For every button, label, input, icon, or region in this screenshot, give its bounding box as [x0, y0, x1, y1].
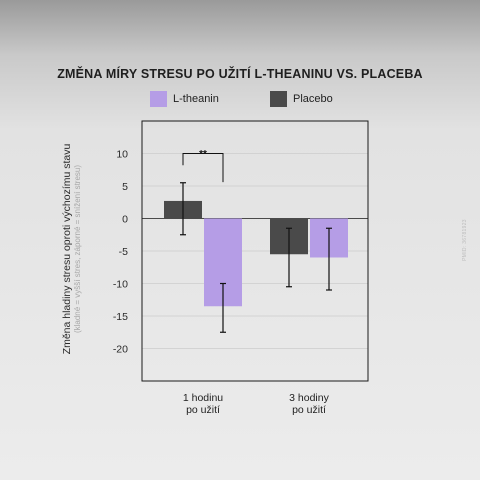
x-tick-label: 3 hodiny po užití — [289, 392, 329, 416]
legend-item-placebo: Placebo — [270, 91, 333, 107]
y-tick-label: -20 — [113, 344, 128, 356]
y-tick-label: 10 — [116, 149, 128, 161]
y-tick-label: 0 — [122, 214, 128, 226]
significance-label: ** — [199, 149, 207, 160]
chart-title: ZMĚNA MÍRY STRESU PO UŽITÍ L-THEANINU VS… — [57, 67, 423, 81]
legend-swatch-placebo — [270, 91, 287, 107]
watermark: PMID: 36781923 — [462, 219, 468, 261]
legend-swatch-l-theanin — [150, 91, 167, 107]
legend-label-l-theanin: L-theanin — [173, 93, 219, 105]
y-tick-label: -10 — [113, 279, 128, 291]
y-tick-label: -5 — [119, 246, 128, 258]
y-tick-label: 5 — [122, 181, 128, 193]
y-tick-label: -15 — [113, 311, 128, 323]
significance-bracket — [182, 153, 224, 183]
plot-frame — [141, 120, 369, 382]
legend-label-placebo: Placebo — [293, 93, 333, 105]
legend-item-l-theanin: L-theanin — [150, 91, 219, 107]
x-tick-label: 1 hodinu po užití — [183, 392, 223, 416]
